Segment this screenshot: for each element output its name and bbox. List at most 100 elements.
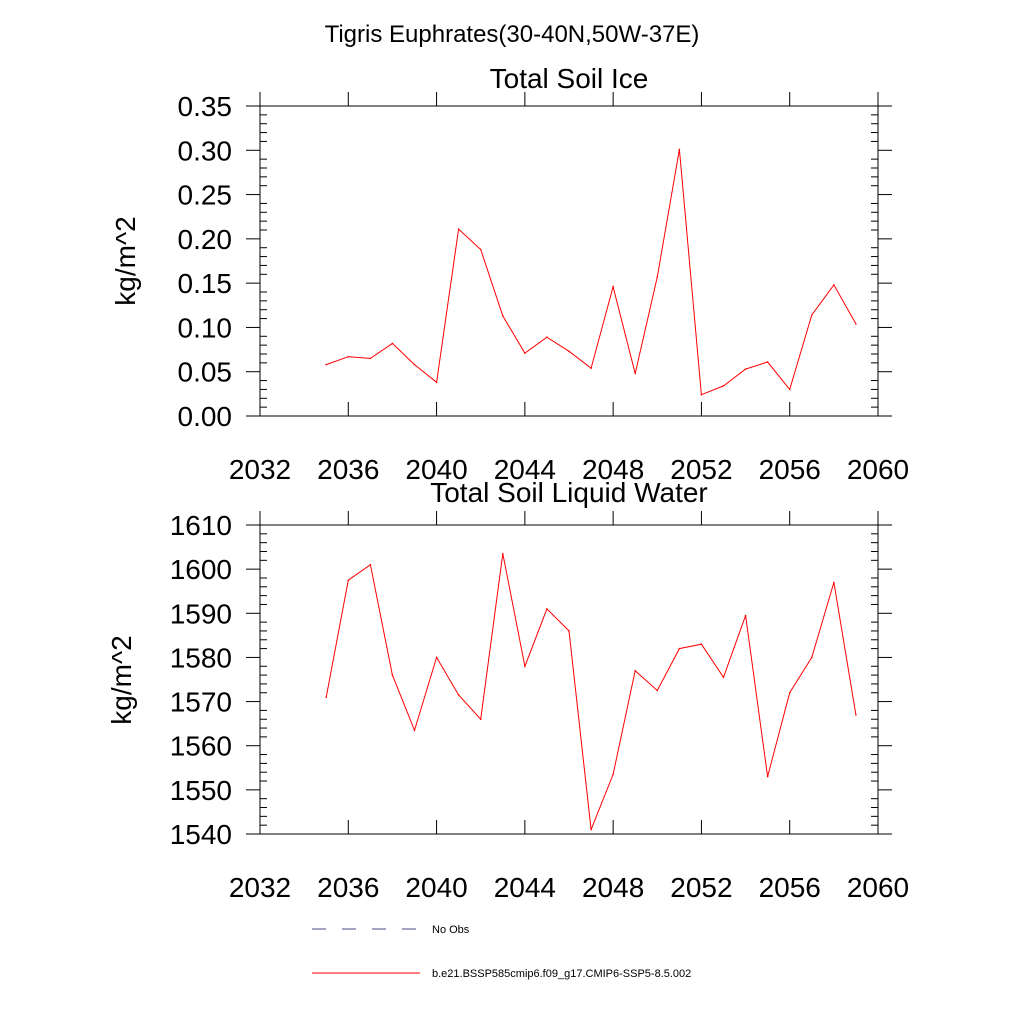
x-tick-label: 2040 [405,454,467,485]
data-point [678,148,681,151]
axes: 2032 2036 2040 2044 2048 2052 2056 2060 0.00 0.05… [178,91,910,485]
data-point [391,674,394,676]
data-point [634,669,637,672]
data-point [678,647,681,650]
data-point [457,228,460,230]
y-tick-label: 1540 [170,819,232,850]
data-point [855,714,857,716]
series-group [325,552,857,831]
data-point [744,368,747,370]
x-tick-label: 2036 [317,872,379,903]
y-tick-label: 1550 [170,775,232,806]
data-point [722,676,725,679]
panel-title: Total Soil Liquid Water [430,477,708,508]
x-tick-label: 2044 [494,872,556,903]
data-point [325,696,328,698]
x-tick-label: 2056 [759,454,821,485]
x-tick-label: 2032 [229,872,291,903]
data-point [634,372,637,375]
data-point [501,552,504,555]
x-tick-label: 2052 [670,872,732,903]
data-point [391,342,394,345]
x-tick-label: 2048 [582,454,644,485]
data-point [612,773,614,776]
x-tick-label: 2036 [317,454,379,485]
data-point [369,563,372,566]
data-point [435,656,438,659]
y-tick-label: 1600 [170,554,232,585]
panel-total-soil-ice: Total Soil Ice kg/m^2 2032 2036 2040 2044 20… [110,63,909,485]
figure-title: Tigris Euphrates(30-40N,50W-37E) [325,21,700,48]
data-point [766,361,769,363]
data-point [369,357,372,360]
x-tick-label: 2048 [582,872,644,903]
data-point [524,665,526,668]
data-point [501,315,504,317]
data-point [347,355,350,358]
data-point [590,828,592,831]
x-tick-label: 2032 [229,454,291,485]
data-point [457,694,460,696]
data-point [833,284,835,286]
series-group [325,148,857,396]
y-tick-label: 1590 [170,598,232,629]
data-point [479,248,482,251]
legend-label-model: b.e21.BSSP585cmip6.f09_g17.CMIP6-SSP5-8.… [432,968,691,980]
data-point [325,363,328,366]
data-point [810,656,813,659]
data-point [546,608,548,610]
data-point [612,285,614,288]
y-axis-label: kg/m^2 [110,216,141,305]
x-tick-label: 2060 [847,454,909,485]
series-line [325,553,857,830]
x-tick-label: 2044 [494,454,556,485]
series-line [326,149,857,396]
panel-total-soil-liquid-water: Total Soil Liquid Water kg/m^2 2032 2036 2… [106,477,909,903]
data-point [810,314,813,316]
data-point [413,363,416,366]
plot-frame [259,524,879,835]
data-point [656,276,659,278]
data-point [766,775,769,778]
legend-label-no-obs: No Obs [432,924,470,936]
y-tick-label: 0.25 [178,180,233,211]
data-point [833,581,835,584]
y-tick-label: 0.35 [178,91,233,122]
data-point [435,381,438,384]
x-tick-label: 2056 [759,872,821,903]
data-point [524,352,526,354]
y-tick-label: 0.00 [178,401,233,432]
y-tick-label: 1560 [170,731,232,762]
data-point [413,729,416,732]
y-tick-label: 1580 [170,642,232,673]
y-tick-label: 0.20 [178,224,233,255]
data-point [546,336,548,338]
data-point [744,614,747,617]
data-point [590,367,592,369]
data-point [568,350,570,353]
y-tick-label: 1570 [170,687,232,718]
data-point [788,388,791,391]
data-point [700,643,703,645]
axes: 2032 2036 2040 2044 2048 2052 2056 2060 1540 1550… [170,510,909,903]
data-point [479,718,482,721]
data-point [656,689,659,692]
data-point [788,691,791,694]
y-axis-label: kg/m^2 [106,635,137,724]
x-tick-label: 2040 [405,872,467,903]
data-point [568,630,570,632]
legend: No Obs b.e21.BSSP585cmip6.f09_g17.CMIP6-… [312,924,691,980]
data-point [347,579,350,581]
y-tick-label: 0.30 [178,135,233,166]
plot-frame [259,105,879,417]
data-point [722,385,725,387]
x-tick-label: 2060 [847,872,909,903]
x-tick-label: 2052 [670,454,732,485]
y-tick-label: 0.05 [178,357,233,388]
panel-title: Total Soil Ice [490,63,649,94]
data-point [855,323,857,325]
y-tick-label: 1610 [170,510,232,541]
data-point [700,393,703,396]
